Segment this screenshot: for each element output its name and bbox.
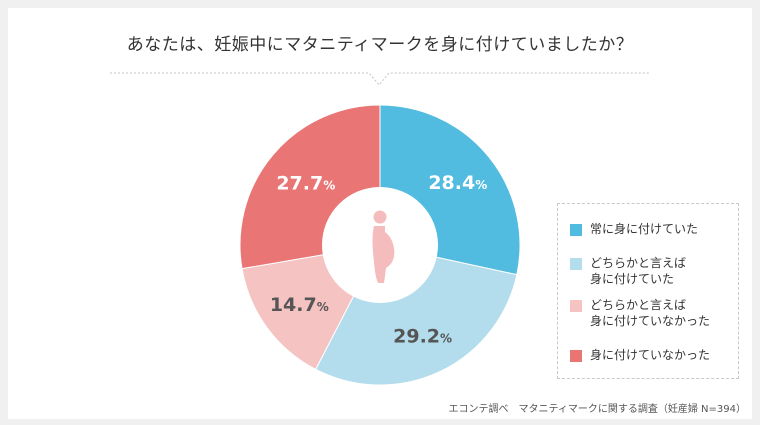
chart-title: あなたは、妊娠中にマタニティマークを身に付けていましたか？	[126, 35, 634, 55]
legend-item: どちらかと言えば 身に付けていた	[570, 255, 686, 287]
legend-label: 常に身に付けていた	[590, 222, 699, 236]
legend-label: どちらかと言えば 身に付けていなかった	[590, 298, 711, 328]
title-divider	[110, 72, 649, 86]
legend-swatch	[570, 224, 582, 236]
legend-label: どちらかと言えば 身に付けていた	[590, 256, 687, 286]
legend-item: 常に身に付けていた	[570, 221, 698, 237]
slice-value-label: 29.2%	[393, 326, 452, 348]
slice-value-label: 14.7%	[270, 294, 329, 316]
legend-item: どちらかと言えば 身に付けていなかった	[570, 297, 710, 329]
legend-swatch	[570, 300, 582, 312]
pregnant-woman-icon	[372, 210, 395, 283]
slice-value-label: 27.7%	[276, 173, 335, 195]
slice-value-label: 28.4%	[428, 172, 487, 194]
source-footnote: エコンテ調べ マタニティマークに関する調査（妊産婦 N=394）	[448, 404, 746, 415]
legend-swatch	[570, 350, 582, 362]
legend: 常に身に付けていた どちらかと言えば 身に付けていた どちらかと言えば 身に付け…	[557, 203, 739, 379]
legend-item: 身に付けていなかった	[570, 347, 710, 363]
legend-label: 身に付けていなかった	[590, 348, 711, 362]
legend-swatch	[570, 258, 582, 270]
